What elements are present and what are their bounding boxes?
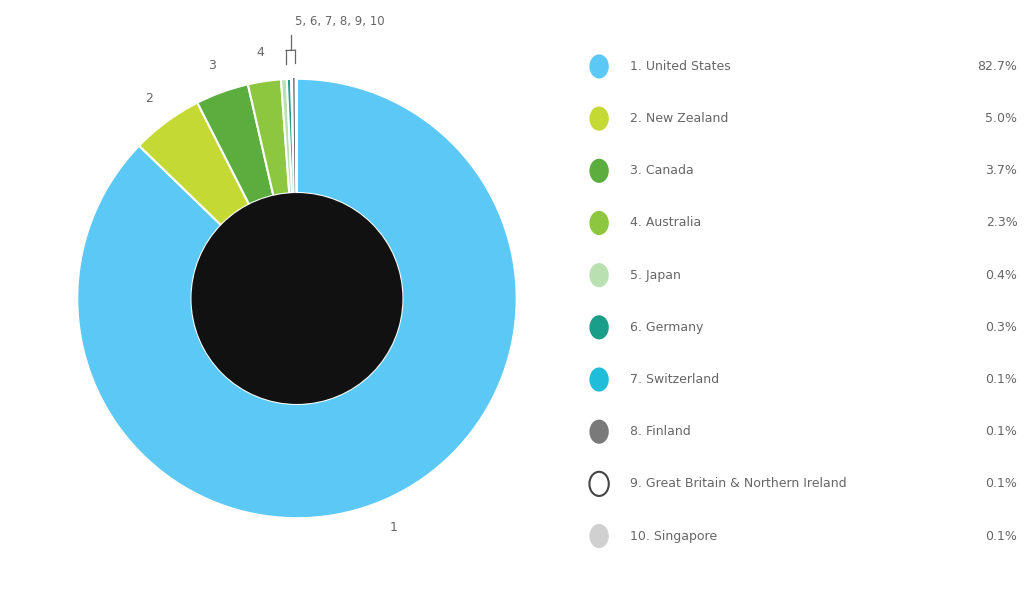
Text: 82.7%: 82.7% <box>978 60 1018 73</box>
Text: 0.4%: 0.4% <box>985 269 1018 282</box>
Text: 7. Switzerland: 7. Switzerland <box>630 373 719 386</box>
Text: 1. United States: 1. United States <box>630 60 731 73</box>
Wedge shape <box>281 79 292 193</box>
Wedge shape <box>294 79 296 193</box>
Circle shape <box>191 193 402 404</box>
Text: 3: 3 <box>208 59 216 72</box>
Text: 1: 1 <box>390 521 397 534</box>
Text: 5.0%: 5.0% <box>985 112 1018 125</box>
Circle shape <box>590 106 609 131</box>
Text: 0.1%: 0.1% <box>985 478 1018 490</box>
Circle shape <box>590 315 609 340</box>
Text: 5, 6, 7, 8, 9, 10: 5, 6, 7, 8, 9, 10 <box>295 16 385 29</box>
Wedge shape <box>293 79 296 193</box>
Circle shape <box>590 472 609 496</box>
Circle shape <box>590 524 609 548</box>
Wedge shape <box>198 84 273 205</box>
Text: 0.1%: 0.1% <box>985 373 1018 386</box>
Wedge shape <box>287 79 294 193</box>
Wedge shape <box>77 79 517 518</box>
Circle shape <box>590 420 609 444</box>
Text: 2. New Zealand: 2. New Zealand <box>630 112 728 125</box>
Wedge shape <box>296 79 297 193</box>
Text: 2: 2 <box>145 93 154 105</box>
Circle shape <box>590 159 609 183</box>
Circle shape <box>590 367 609 392</box>
Text: 2.3%: 2.3% <box>986 217 1018 229</box>
Text: 4. Australia: 4. Australia <box>630 217 701 229</box>
Text: 0.3%: 0.3% <box>985 321 1018 334</box>
Wedge shape <box>139 103 249 225</box>
Text: 6. Germany: 6. Germany <box>630 321 703 334</box>
Text: 8. Finland: 8. Finland <box>630 425 690 438</box>
Text: 3.7%: 3.7% <box>985 164 1018 177</box>
Text: 3. Canada: 3. Canada <box>630 164 693 177</box>
Text: 9. Great Britain & Northern Ireland: 9. Great Britain & Northern Ireland <box>630 478 847 490</box>
Wedge shape <box>248 79 289 196</box>
Circle shape <box>590 54 609 79</box>
Circle shape <box>590 263 609 287</box>
Wedge shape <box>291 79 295 193</box>
Text: 0.1%: 0.1% <box>985 425 1018 438</box>
Circle shape <box>590 211 609 235</box>
Text: 0.1%: 0.1% <box>985 530 1018 543</box>
Text: 4: 4 <box>256 47 264 60</box>
Text: 10. Singapore: 10. Singapore <box>630 530 717 543</box>
Text: 5. Japan: 5. Japan <box>630 269 681 282</box>
